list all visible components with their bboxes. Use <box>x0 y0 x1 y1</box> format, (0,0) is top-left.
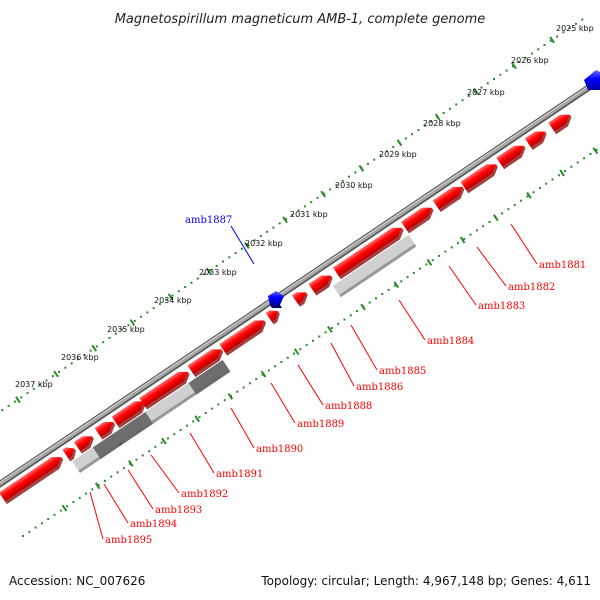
gene-arrow-forward[interactable] <box>401 203 436 234</box>
leader-line <box>230 225 255 265</box>
gene-arrow-forward[interactable] <box>187 345 227 378</box>
kbp-label: 2036 kbp <box>61 353 99 362</box>
gene-label-amb1884[interactable]: amb1884 <box>427 336 474 347</box>
kbp-label: 2035 kbp <box>107 325 145 334</box>
gene-arrow-forward[interactable] <box>333 223 407 280</box>
gene-arrow-forward[interactable] <box>460 160 500 194</box>
gene-label-amb1882[interactable]: amb1882 <box>508 282 555 293</box>
kbp-label: 2030 kbp <box>335 181 373 190</box>
gene-bar-dark <box>188 360 231 395</box>
gene-label-amb1891[interactable]: amb1891 <box>216 469 263 480</box>
kbp-label: 2025 kbp <box>556 24 594 33</box>
gene-label-amb1886[interactable]: amb1886 <box>356 382 403 393</box>
gene-arrow-forward[interactable] <box>73 432 97 454</box>
kbp-label: 2028 kbp <box>423 119 461 128</box>
kbp-label: 2037 kbp <box>15 380 53 389</box>
leader-line <box>330 342 355 387</box>
gene-arrow-forward[interactable] <box>0 453 66 505</box>
leader-line <box>127 469 154 510</box>
gene-bar-dark <box>112 412 154 446</box>
gene-arrow-forward[interactable] <box>292 288 311 307</box>
leader-line <box>270 382 296 424</box>
gene-arrow-forward[interactable] <box>432 182 467 213</box>
kbp-label: 2026 kbp <box>511 56 549 65</box>
gene-arrow-forward[interactable] <box>111 397 149 429</box>
kbp-label: 2034 kbp <box>154 296 192 305</box>
gene-arrow-forward[interactable] <box>265 307 283 325</box>
gene-arrow-forward[interactable] <box>62 444 79 462</box>
gene-label-amb1887[interactable]: amb1887 <box>185 215 232 226</box>
map-title: Magnetospirillum magneticum AMB-1, compl… <box>115 12 486 27</box>
gene-label-amb1883[interactable]: amb1883 <box>478 301 525 312</box>
gene-arrow-forward[interactable] <box>139 367 192 410</box>
gene-label-amb1893[interactable]: amb1893 <box>155 505 202 516</box>
genome-summary: Topology: circular; Length: 4,967,148 bp… <box>261 574 591 588</box>
inner-tick-track <box>21 147 599 538</box>
gene-label-leaders <box>89 223 538 540</box>
leader-line <box>89 491 104 540</box>
gene-label-amb1889[interactable]: amb1889 <box>297 419 344 430</box>
gene-bar-dark <box>92 432 123 460</box>
gene-arrow-forward[interactable] <box>496 141 528 170</box>
leader-line <box>510 223 538 265</box>
kbp-label: 2031 kbp <box>290 210 328 219</box>
leader-line <box>150 454 180 494</box>
gene-labels: amb1881 amb1882 amb1883 amb1884 amb1885 amb18… <box>105 215 586 546</box>
gene-features <box>0 70 600 505</box>
leader-line <box>230 407 255 449</box>
gene-label-amb1890[interactable]: amb1890 <box>256 444 303 455</box>
gene-arrow-forward[interactable] <box>219 316 269 356</box>
leader-line <box>189 432 215 474</box>
gene-label-amb1894[interactable]: amb1894 <box>130 519 177 530</box>
gene-arrow-forward[interactable] <box>524 127 550 151</box>
kbp-label: 2033 kbp <box>199 268 237 277</box>
kbp-scale: 2025 kbp 2026 kbp 2027 kbp 2028 kbp 2029 kbp… <box>15 24 594 389</box>
gene-label-amb1881[interactable]: amb1881 <box>539 260 586 271</box>
leader-line <box>448 265 477 306</box>
gene-arrow-reverse[interactable] <box>584 70 600 90</box>
accession-label: Accession: NC_007626 <box>9 574 146 588</box>
kbp-label: 2027 kbp <box>467 88 505 97</box>
genome-backbone <box>0 76 600 488</box>
gene-label-amb1888[interactable]: amb1888 <box>325 401 372 412</box>
gene-bar-light <box>333 234 417 298</box>
outer-tick-track <box>1 18 584 412</box>
gene-arrow-forward[interactable] <box>308 271 336 296</box>
gene-label-amb1885[interactable]: amb1885 <box>379 366 426 377</box>
leader-line <box>476 246 507 287</box>
leader-line <box>350 324 378 371</box>
kbp-label: 2032 kbp <box>245 239 283 248</box>
gene-label-amb1895[interactable]: amb1895 <box>105 535 152 546</box>
gene-arrow-forward[interactable] <box>94 418 118 440</box>
kbp-label: 2029 kbp <box>379 150 417 159</box>
leader-line <box>398 299 426 341</box>
gene-arrow-forward[interactable] <box>548 110 574 135</box>
gene-label-amb1892[interactable]: amb1892 <box>181 489 228 500</box>
gene-arrow-reverse[interactable] <box>268 291 284 308</box>
leader-line <box>103 483 129 524</box>
leader-line <box>297 364 324 406</box>
